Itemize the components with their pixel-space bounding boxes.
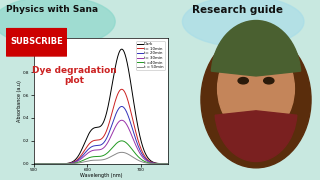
t =40min: [122, 140, 125, 142]
t = 50min: [133, 157, 137, 159]
Text: (a): (a): [38, 42, 45, 47]
Text: Physics with Sana: Physics with Sana: [6, 5, 99, 14]
t =40min: [55, 163, 59, 165]
t= 20min: [122, 106, 125, 108]
Circle shape: [201, 32, 311, 168]
Line: t= 30min: t= 30min: [34, 120, 168, 164]
t =40min: [32, 163, 36, 165]
Line: t = 50min: t = 50min: [34, 152, 168, 164]
t= 30min: [122, 120, 125, 122]
Dark: [55, 163, 59, 165]
Line: t= 10min: t= 10min: [34, 89, 168, 164]
Dark: [66, 162, 70, 164]
t= 30min: [120, 119, 124, 121]
Circle shape: [218, 41, 294, 136]
Dark: [32, 163, 36, 165]
t = 50min: [111, 154, 115, 157]
Line: t= 20min: t= 20min: [34, 107, 168, 164]
Wedge shape: [212, 21, 300, 76]
t= 10min: [120, 88, 124, 90]
Text: Dye degradation
plot: Dye degradation plot: [32, 66, 116, 85]
t= 30min: [133, 142, 137, 145]
Wedge shape: [215, 111, 297, 161]
Text: SUBSCRIBE: SUBSCRIBE: [11, 37, 63, 46]
t= 30min: [92, 149, 96, 151]
Ellipse shape: [0, 0, 115, 47]
t = 50min: [120, 151, 124, 153]
Dark: [111, 80, 115, 82]
Ellipse shape: [264, 78, 274, 84]
t =40min: [166, 163, 170, 165]
t= 10min: [166, 163, 170, 165]
t= 30min: [66, 163, 70, 165]
Legend: Dark, t= 10min, t= 20min, t= 30min, t =40min, t = 50min: Dark, t= 10min, t= 20min, t= 30min, t =4…: [136, 41, 165, 70]
X-axis label: Wavelength (nm): Wavelength (nm): [80, 173, 122, 178]
t =40min: [92, 156, 96, 158]
Dark: [120, 48, 124, 50]
t =40min: [66, 163, 70, 165]
Dark: [92, 127, 96, 129]
t= 20min: [111, 121, 115, 123]
Text: Research guide: Research guide: [192, 5, 283, 15]
t = 50min: [122, 151, 125, 154]
t= 10min: [32, 163, 36, 165]
t= 10min: [122, 89, 125, 91]
t= 20min: [120, 105, 124, 108]
t= 10min: [133, 128, 137, 130]
t= 30min: [111, 131, 115, 133]
Dark: [166, 163, 170, 165]
Dark: [122, 50, 125, 52]
t= 30min: [55, 163, 59, 165]
t =40min: [133, 152, 137, 154]
Y-axis label: Absorbance (a.u): Absorbance (a.u): [17, 80, 21, 122]
t = 50min: [66, 163, 70, 165]
t= 20min: [92, 145, 96, 147]
Ellipse shape: [238, 78, 248, 84]
t= 20min: [66, 162, 70, 165]
t= 20min: [166, 163, 170, 165]
t= 20min: [133, 136, 137, 138]
t =40min: [120, 140, 124, 142]
t= 10min: [55, 163, 59, 165]
t = 50min: [32, 163, 36, 165]
t = 50min: [166, 163, 170, 165]
t= 30min: [166, 163, 170, 165]
t= 30min: [32, 163, 36, 165]
t= 10min: [111, 109, 115, 111]
t= 20min: [32, 163, 36, 165]
t =40min: [111, 146, 115, 148]
t= 10min: [66, 162, 70, 165]
t = 50min: [92, 159, 96, 161]
Dark: [133, 109, 137, 111]
t = 50min: [55, 163, 59, 165]
Line: t =40min: t =40min: [34, 141, 168, 164]
t= 20min: [55, 163, 59, 165]
t= 10min: [92, 139, 96, 141]
FancyBboxPatch shape: [4, 28, 69, 57]
Ellipse shape: [182, 0, 304, 47]
Line: Dark: Dark: [34, 49, 168, 164]
